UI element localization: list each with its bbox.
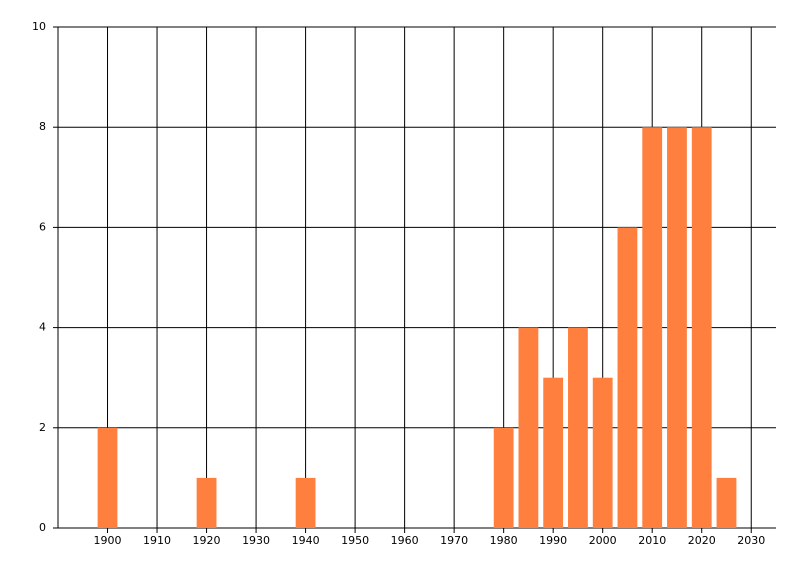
- bar: [493, 427, 514, 528]
- bar: [543, 377, 564, 528]
- y-tick-label: 10: [32, 20, 46, 33]
- x-tick-label: 2010: [638, 534, 666, 547]
- x-tick-label: 2020: [688, 534, 716, 547]
- bar: [568, 327, 588, 528]
- x-tick-label: 1930: [242, 534, 270, 547]
- y-tick-label: 0: [39, 521, 46, 534]
- x-tick-label: 1950: [341, 534, 369, 547]
- bar: [617, 227, 638, 528]
- y-tick-label: 6: [39, 220, 46, 233]
- x-tick-label: 2030: [737, 534, 765, 547]
- y-tick-label: 4: [39, 321, 46, 334]
- x-tick-label: 1920: [193, 534, 221, 547]
- bar: [518, 327, 539, 528]
- bar: [691, 127, 712, 528]
- x-tick-label: 1980: [490, 534, 518, 547]
- x-tick-label: 1990: [539, 534, 567, 547]
- bar: [592, 377, 613, 528]
- bar: [196, 477, 217, 528]
- x-tick-label: 1900: [94, 534, 122, 547]
- bar: [97, 427, 118, 528]
- x-tick-label: 1910: [143, 534, 171, 547]
- x-tick-label: 1970: [440, 534, 468, 547]
- x-tick-label: 1940: [292, 534, 320, 547]
- bar: [295, 477, 316, 528]
- bar: [716, 477, 737, 528]
- bar: [667, 127, 687, 528]
- y-tick-label: 8: [39, 120, 46, 133]
- x-tick-label: 1960: [391, 534, 419, 547]
- y-tick-label: 2: [39, 421, 46, 434]
- bar: [642, 127, 663, 528]
- x-tick-label: 2000: [589, 534, 617, 547]
